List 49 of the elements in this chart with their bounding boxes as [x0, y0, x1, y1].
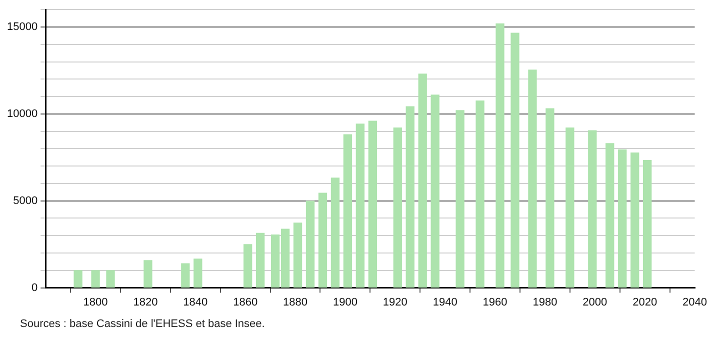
x-tick-label: 2020	[632, 296, 658, 308]
x-tick-label: 1860	[233, 296, 258, 308]
bar	[546, 108, 554, 288]
bar	[588, 130, 597, 288]
x-tick-label: 2040	[682, 296, 708, 308]
bar	[330, 178, 340, 288]
bar	[566, 128, 574, 288]
bar	[343, 134, 352, 288]
bar	[606, 143, 614, 288]
x-tick-label: 1820	[133, 296, 158, 308]
bar	[181, 263, 190, 288]
x-tick-label: 1980	[532, 296, 558, 308]
bar	[194, 258, 202, 288]
x-tick-label: 2000	[582, 296, 608, 308]
bar	[318, 192, 328, 288]
x-tick-label: 1800	[83, 296, 108, 308]
y-tick-label: 15000	[6, 21, 38, 34]
x-tick-label: 1920	[382, 296, 408, 308]
y-tick-label: 0	[31, 282, 38, 294]
bar	[528, 70, 537, 288]
bar	[106, 270, 115, 288]
bar	[476, 100, 484, 288]
bar	[144, 260, 152, 288]
bar	[642, 160, 652, 288]
x-tick-label: 1840	[183, 296, 208, 308]
x-tick-label: 1940	[432, 296, 458, 308]
bar	[244, 244, 252, 288]
bar	[618, 149, 627, 288]
bar	[406, 106, 414, 288]
bar	[256, 232, 265, 288]
y-tick-label: 5000	[13, 194, 38, 207]
bar	[368, 120, 378, 288]
bar	[430, 94, 440, 288]
source-note: Sources : base Cassini de l'EHESS et base Insee.	[20, 318, 266, 330]
x-tick-label: 1880	[283, 296, 308, 308]
bar	[91, 270, 100, 288]
y-tick-label: 10000	[6, 108, 38, 120]
bar	[456, 110, 464, 288]
bar	[630, 152, 640, 288]
bar	[418, 74, 427, 288]
bar	[496, 23, 504, 288]
x-tick-label: 1960	[482, 296, 508, 308]
x-tick-label: 1900	[332, 296, 358, 308]
bar	[510, 32, 520, 288]
bar	[356, 124, 365, 288]
bar	[74, 270, 82, 288]
bar	[306, 200, 315, 288]
bar	[393, 128, 402, 288]
bar	[293, 222, 302, 288]
